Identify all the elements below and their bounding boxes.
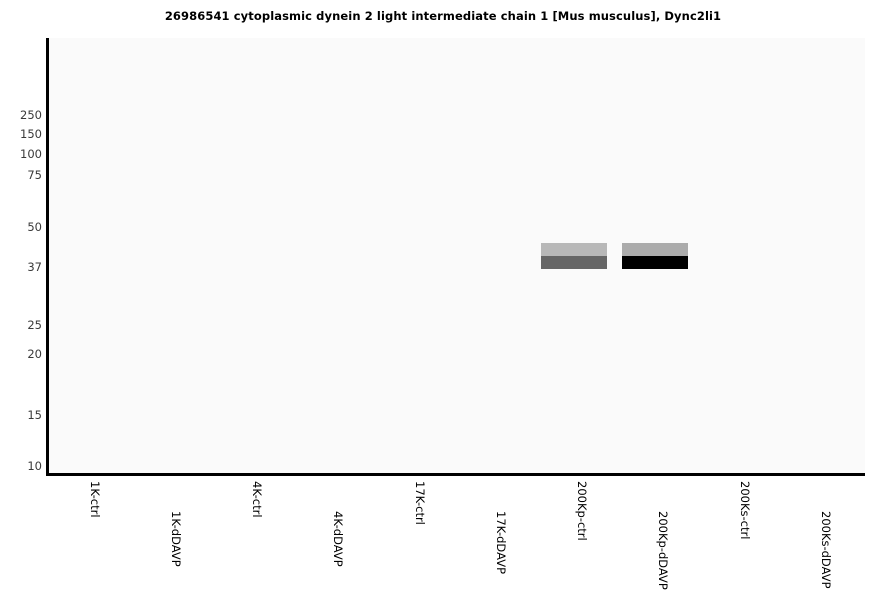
y-tick-label: 25 bbox=[27, 318, 42, 332]
y-tick-label: 10 bbox=[27, 459, 42, 473]
y-tick-label: 150 bbox=[20, 127, 42, 141]
y-tick-label: 75 bbox=[27, 168, 42, 182]
lane-label-4k-ctrl: 4K-ctrl bbox=[250, 481, 264, 518]
lane-label-17k-ddavp: 17K-dDAVP bbox=[494, 511, 508, 575]
y-axis-spine bbox=[46, 38, 49, 476]
y-tick-label: 100 bbox=[20, 147, 42, 161]
lane-label-1k-ddavp: 1K-dDAVP bbox=[169, 511, 183, 567]
band-200Kp-dDAVP-upper bbox=[622, 243, 688, 256]
lane-label-200ks-ctrl: 200Ks-ctrl bbox=[738, 481, 752, 540]
y-tick-label: 15 bbox=[27, 408, 42, 422]
y-tick-label: 37 bbox=[27, 260, 42, 274]
lane-label-200kp-ctrl: 200Kp-ctrl bbox=[575, 481, 589, 541]
band-200Kp-ctrl-upper bbox=[541, 243, 607, 256]
band-200Kp-dDAVP-lower bbox=[622, 256, 688, 269]
lane-label-17k-ctrl: 17K-ctrl bbox=[413, 481, 427, 525]
lane-label-4k-ddavp: 4K-dDAVP bbox=[331, 511, 345, 567]
lane-label-200kp-ddavp: 200Kp-dDAVP bbox=[656, 511, 670, 590]
figure-title: 26986541 cytoplasmic dynein 2 light inte… bbox=[164, 9, 722, 23]
band-200Kp-ctrl-lower bbox=[541, 256, 607, 269]
gel-plot-panel bbox=[49, 38, 865, 475]
y-tick-label: 50 bbox=[27, 220, 42, 234]
lane-label-1k-ctrl: 1K-ctrl bbox=[88, 481, 102, 518]
y-axis-tick-labels: 250 150 100 75 50 37 25 20 15 10 bbox=[0, 0, 46, 595]
y-tick-label: 20 bbox=[27, 347, 42, 361]
x-axis-spine bbox=[46, 473, 865, 476]
lane-label-200ks-ddavp: 200Ks-dDAVP bbox=[819, 511, 833, 589]
y-tick-label: 250 bbox=[20, 108, 42, 122]
